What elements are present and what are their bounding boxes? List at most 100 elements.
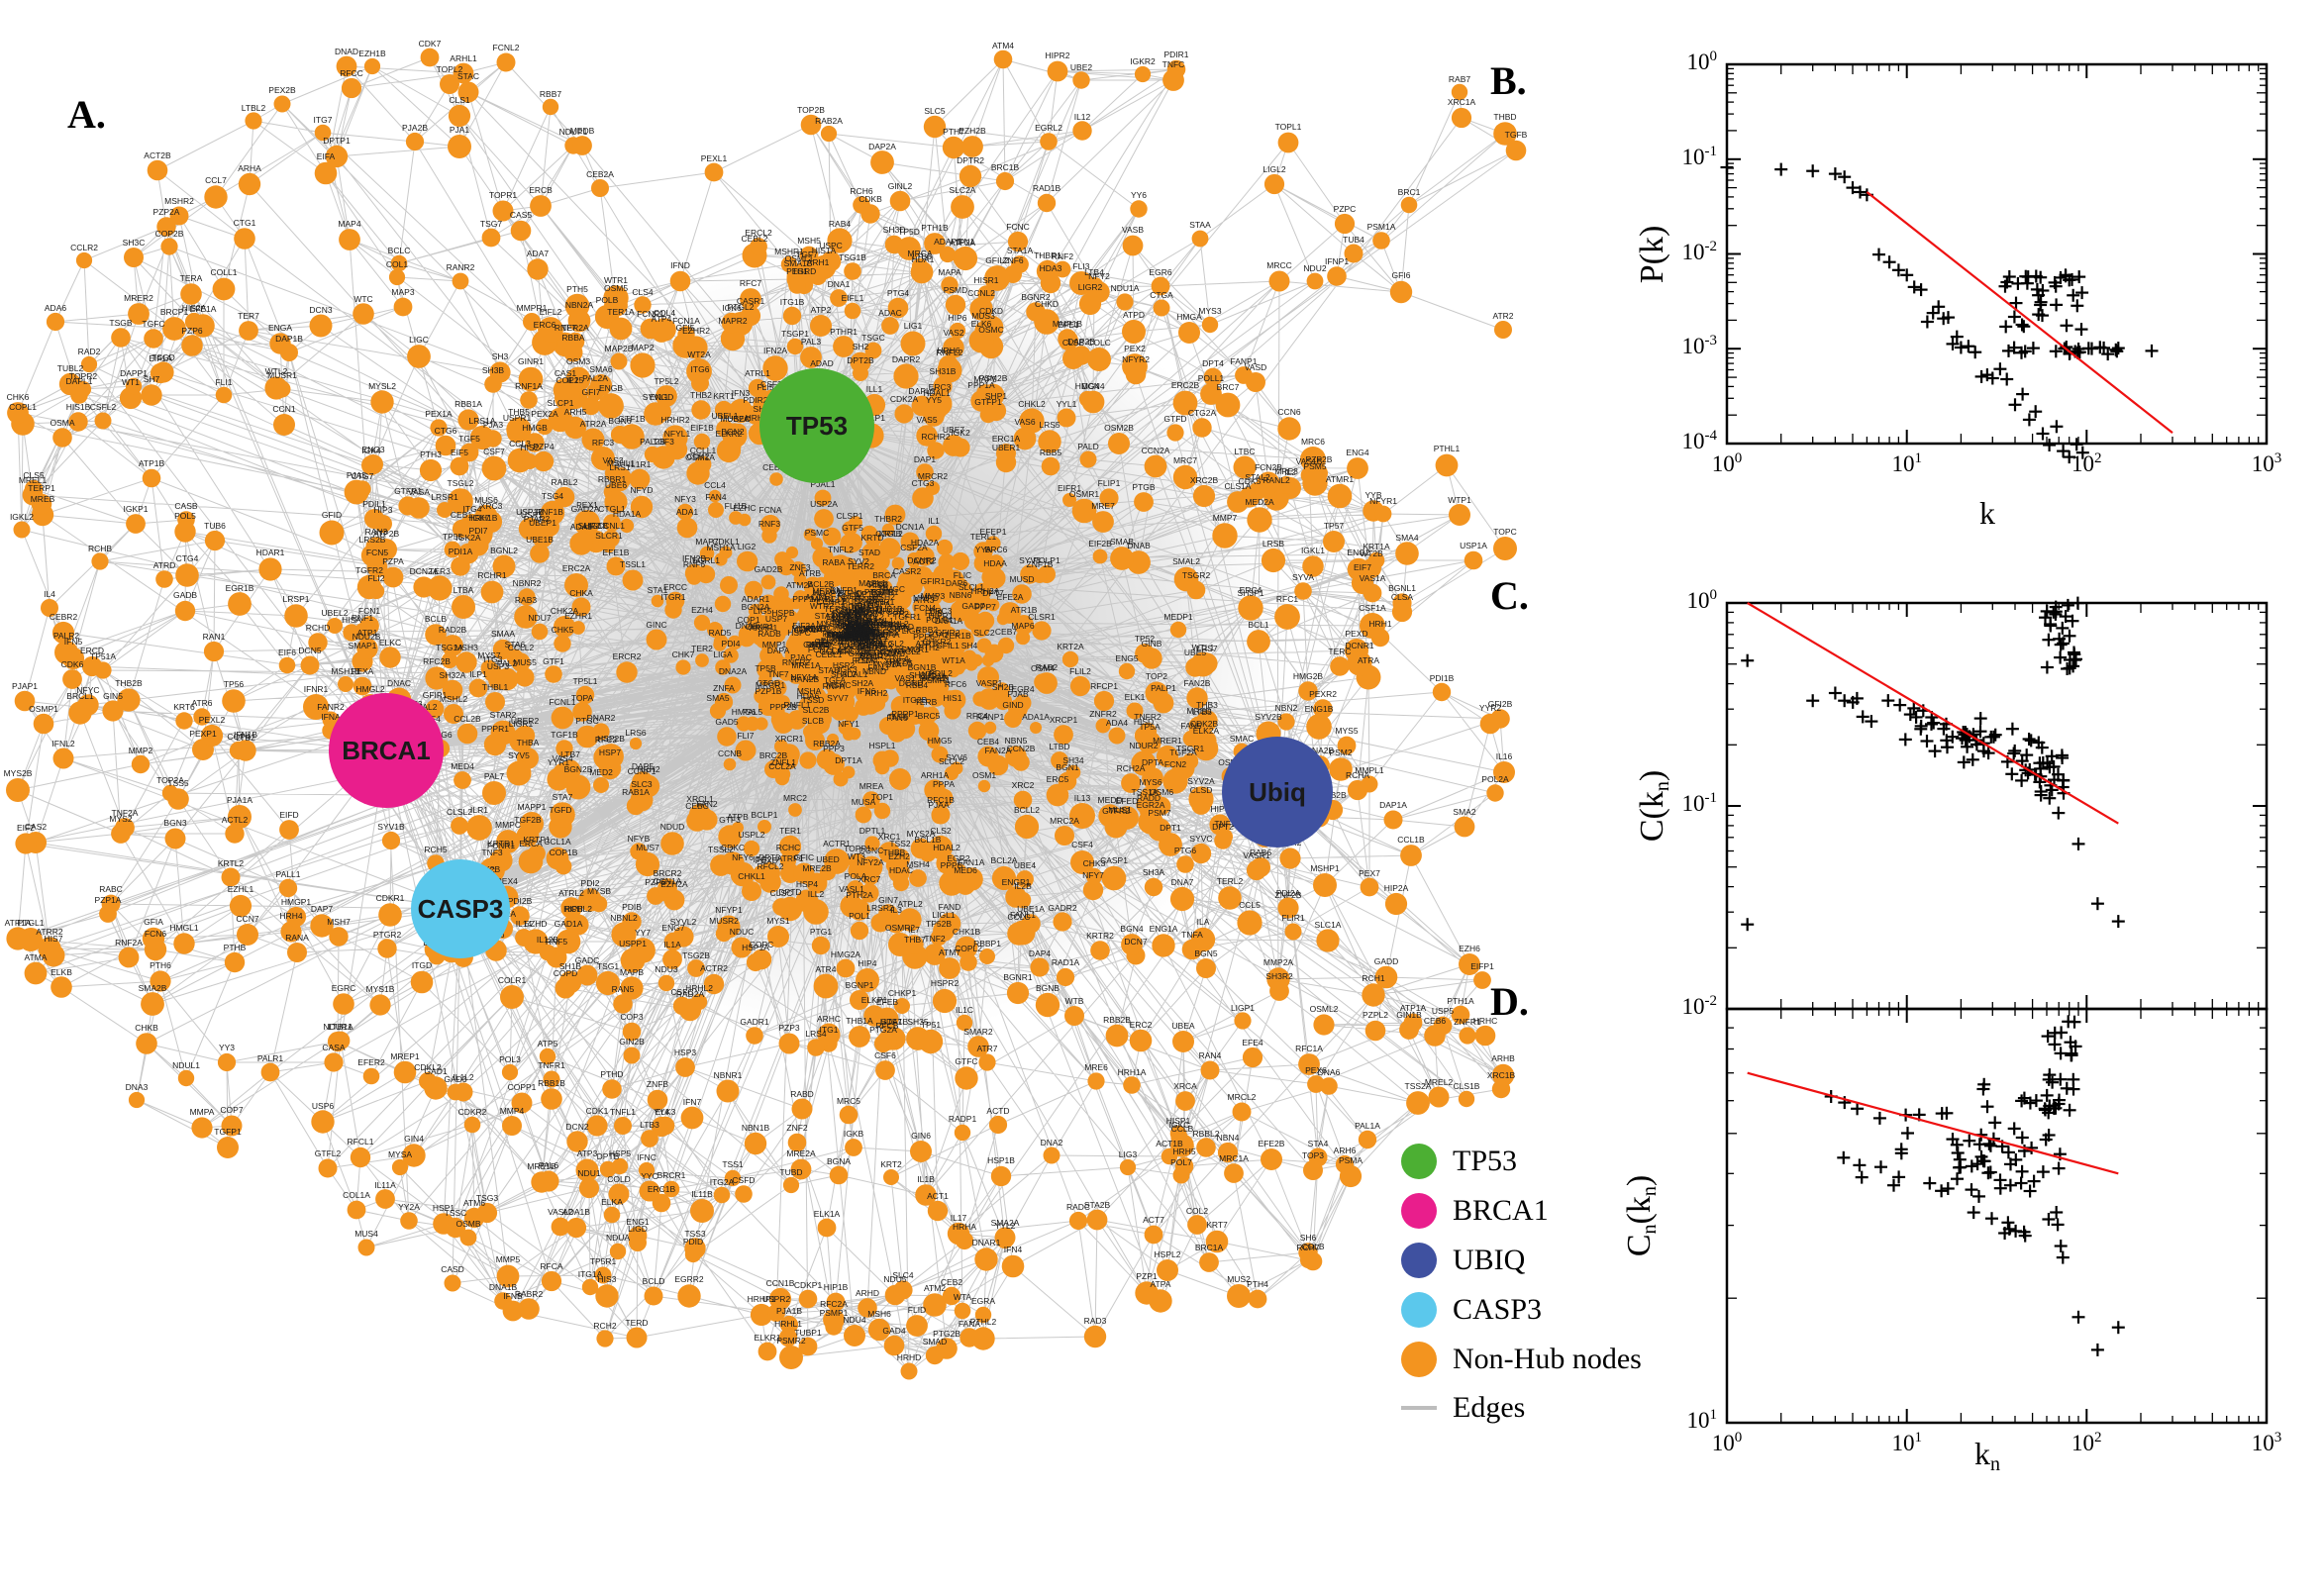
svg-text:IFN3: IFN3 [732, 388, 751, 398]
svg-text:GTFP1: GTFP1 [974, 397, 1002, 407]
svg-text:TP5D: TP5D [898, 227, 920, 237]
svg-text:DNAD: DNAD [335, 47, 358, 56]
svg-text:MMPA: MMPA [190, 1107, 215, 1117]
svg-text:ACT1: ACT1 [927, 1191, 949, 1201]
svg-text:BCLD: BCLD [643, 1276, 665, 1286]
svg-text:IL12: IL12 [1074, 112, 1091, 122]
svg-text:PEX7: PEX7 [1359, 868, 1380, 878]
svg-text:SH3A: SH3A [1143, 867, 1165, 877]
svg-text:PEX2B: PEX2B [268, 85, 296, 95]
svg-text:CDK6: CDK6 [61, 659, 84, 669]
svg-text:IGK2A: IGK2A [455, 533, 480, 543]
svg-text:WT1: WT1 [122, 377, 140, 387]
svg-text:PZPA: PZPA [382, 556, 404, 566]
svg-text:GIN4: GIN4 [404, 1134, 424, 1144]
svg-text:TOP3: TOP3 [1302, 1150, 1324, 1160]
svg-text:HRHL2: HRHL2 [685, 983, 713, 993]
svg-text:TER2: TER2 [691, 644, 713, 653]
svg-text:ERC4: ERC4 [1240, 585, 1262, 595]
svg-text:LIGR2: LIGR2 [1078, 282, 1103, 292]
svg-text:ERC2B: ERC2B [1171, 380, 1200, 390]
svg-text:ILL1: ILL1 [866, 384, 883, 394]
svg-text:ATM7: ATM7 [939, 948, 960, 957]
svg-text:YYL1: YYL1 [1057, 399, 1077, 409]
svg-text:BGN3: BGN3 [163, 818, 186, 828]
svg-text:FLID: FLID [908, 1305, 926, 1315]
svg-text:STAB: STAB [818, 665, 840, 675]
svg-text:ATRL1: ATRL1 [745, 368, 770, 378]
svg-text:DAP4: DAP4 [1029, 948, 1051, 958]
svg-text:MSH5: MSH5 [797, 236, 821, 246]
svg-text:CLS5: CLS5 [23, 470, 45, 480]
svg-text:PPPA: PPPA [933, 779, 955, 789]
svg-text:HSPB: HSPB [771, 608, 794, 618]
svg-text:RBB1B: RBB1B [538, 1078, 565, 1088]
svg-text:STA1: STA1 [648, 585, 668, 595]
svg-text:TNF6: TNF6 [887, 712, 909, 722]
svg-text:DCN5: DCN5 [298, 646, 321, 655]
svg-text:STA4: STA4 [1308, 1139, 1329, 1148]
svg-text:YY3: YY3 [219, 1043, 235, 1052]
svg-text:LRSR2: LRSR2 [866, 903, 894, 913]
svg-text:PPP2: PPP2 [887, 609, 909, 619]
svg-text:MAPP1: MAPP1 [518, 802, 547, 812]
svg-text:MUS1: MUS1 [1108, 805, 1132, 815]
svg-text:MRC2A: MRC2A [1050, 816, 1079, 826]
svg-text:TP5L1: TP5L1 [572, 676, 597, 686]
svg-text:PTHB: PTHB [224, 943, 247, 952]
svg-text:TSGC: TSGC [861, 333, 885, 343]
svg-text:TER1B: TER1B [944, 631, 971, 641]
svg-text:HMG6: HMG6 [732, 707, 757, 717]
svg-text:LTB1A: LTB1A [328, 1022, 354, 1032]
svg-text:COP3: COP3 [620, 1012, 643, 1022]
svg-text:CCN1B: CCN1B [766, 1278, 795, 1288]
svg-text:ELK1A: ELK1A [814, 1209, 841, 1219]
svg-text:SMAC: SMAC [1230, 734, 1255, 744]
svg-text:XRCR1: XRCR1 [775, 734, 804, 744]
svg-text:LIG1: LIG1 [904, 321, 923, 331]
svg-text:POL7: POL7 [1170, 1157, 1192, 1167]
svg-text:ELKL2: ELKL2 [883, 619, 909, 629]
svg-text:RFCL1: RFCL1 [348, 1137, 374, 1147]
svg-text:SYV5: SYV5 [508, 750, 530, 760]
svg-text:MEDP1: MEDP1 [1163, 612, 1193, 622]
svg-text:NFYR2: NFYR2 [1122, 354, 1150, 364]
svg-text:RADP1: RADP1 [949, 1114, 977, 1124]
svg-text:EGRR2: EGRR2 [674, 1274, 704, 1284]
svg-text:GADD: GADD [1374, 956, 1399, 966]
svg-text:EIFD: EIFD [279, 810, 298, 820]
svg-text:TUBD: TUBD [779, 1167, 802, 1177]
svg-text:MRE2A: MRE2A [786, 1148, 816, 1158]
svg-text:HMGP1: HMGP1 [281, 897, 312, 907]
svg-text:MREA: MREA [859, 781, 884, 791]
svg-text:CLS2: CLS2 [930, 826, 952, 836]
svg-text:PSMA: PSMA [1339, 1155, 1363, 1165]
svg-text:PEXB: PEXB [756, 855, 778, 865]
svg-text:WTR1: WTR1 [604, 275, 628, 285]
svg-text:ACTR2: ACTR2 [700, 963, 728, 973]
svg-text:HDA6: HDA6 [797, 691, 820, 701]
svg-text:ERCR2: ERCR2 [613, 651, 642, 661]
svg-text:ELK2A: ELK2A [1193, 726, 1220, 736]
svg-text:PTH6: PTH6 [150, 960, 171, 970]
svg-text:DAP1B: DAP1B [275, 334, 303, 344]
svg-text:HMGL1: HMGL1 [169, 923, 199, 933]
svg-text:YYA: YYA [975, 545, 992, 554]
svg-text:ADA4: ADA4 [1106, 718, 1128, 728]
svg-text:TP57: TP57 [1324, 521, 1345, 531]
svg-text:SMAA: SMAA [491, 629, 515, 639]
svg-text:PDIL2: PDIL2 [929, 668, 953, 678]
svg-text:SH3R2: SH3R2 [1265, 971, 1293, 981]
svg-text:BGNB: BGNB [1036, 983, 1060, 993]
svg-text:KRTL2: KRTL2 [218, 858, 245, 868]
svg-text:CCL7: CCL7 [205, 175, 227, 185]
svg-text:HDA2A: HDA2A [911, 538, 940, 548]
svg-text:HSP7: HSP7 [599, 748, 621, 757]
svg-text:ATR3: ATR3 [913, 595, 934, 605]
svg-text:TGF5: TGF5 [458, 434, 480, 444]
svg-text:IFN1: IFN1 [957, 237, 975, 247]
svg-text:COP7: COP7 [220, 1105, 243, 1115]
svg-text:ADA1B: ADA1B [562, 1207, 590, 1217]
svg-text:NFY1: NFY1 [838, 719, 859, 729]
svg-text:CCL5: CCL5 [1239, 900, 1261, 910]
